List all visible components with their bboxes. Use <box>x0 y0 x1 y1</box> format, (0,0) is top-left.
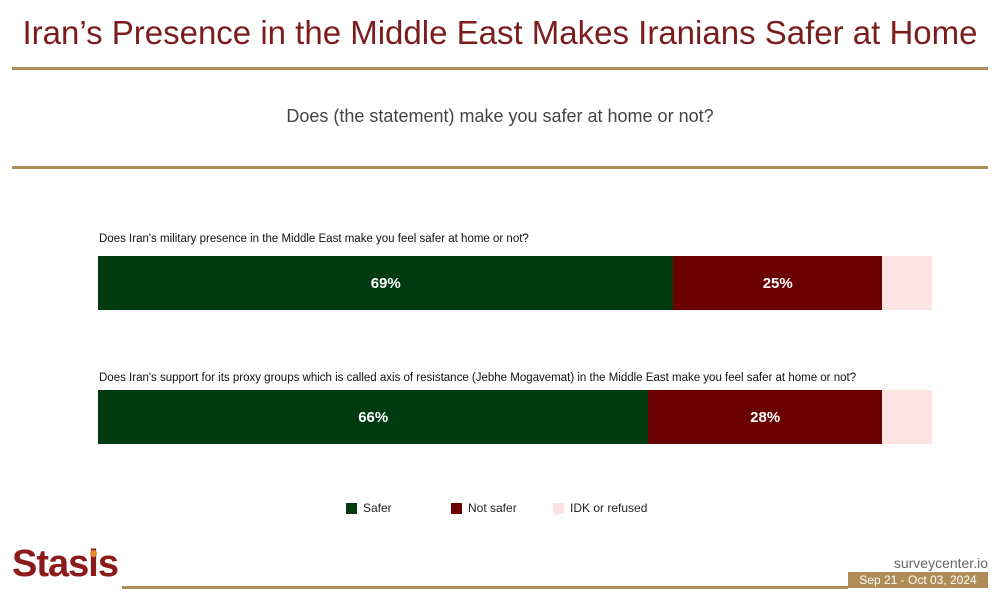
data-label: 66% <box>358 408 389 426</box>
legend-label-not-safer: Not safer <box>468 501 517 515</box>
bar-segment-1-idk-or-refused <box>881 256 932 310</box>
stasis-logo: Stasis <box>12 543 119 585</box>
date-range-badge: Sep 21 - Oct 03, 2024 <box>848 572 988 588</box>
site-url: surveycenter.io <box>893 555 988 571</box>
title-divider <box>12 67 988 70</box>
bar-segment-1-safer: 69% <box>98 256 674 310</box>
legend-item-safer: Safer <box>346 501 392 515</box>
chart-subtitle: Does (the statement) make you safer at h… <box>286 106 714 126</box>
data-label: 28% <box>750 408 781 426</box>
legend-label-idk: IDK or refused <box>570 501 648 515</box>
legend-label-safer: Safer <box>363 501 392 515</box>
data-label: 25% <box>762 274 793 292</box>
question-label-2: Does Iran's support for its proxy groups… <box>99 372 857 384</box>
data-label: 69% <box>370 274 401 292</box>
bar-segment-2-idk-or-refused <box>881 390 932 444</box>
chart-legend: Safer Not safer IDK or refused <box>0 501 1000 517</box>
stacked-bar-2: 66% 28% <box>98 390 932 444</box>
logo-dot-icon <box>90 550 97 557</box>
stacked-bar-1: 69% 25% <box>98 256 932 310</box>
bar-segment-1-not-safer: 25% <box>673 256 882 310</box>
legend-item-not-safer: Not safer <box>451 501 517 515</box>
bar-segment-2-not-safer: 28% <box>648 390 882 444</box>
footer-divider <box>122 586 848 589</box>
subtitle-divider <box>12 166 988 169</box>
page-title: Iran’s Presence in the Middle East Makes… <box>22 14 978 51</box>
legend-item-idk: IDK or refused <box>553 501 647 515</box>
legend-swatch-idk <box>553 502 564 514</box>
legend-swatch-not-safer <box>451 502 462 514</box>
bar-segment-2-safer: 66% <box>98 390 649 444</box>
question-label-1: Does Iran's military presence in the Mid… <box>99 233 529 245</box>
legend-swatch-safer <box>346 502 357 514</box>
